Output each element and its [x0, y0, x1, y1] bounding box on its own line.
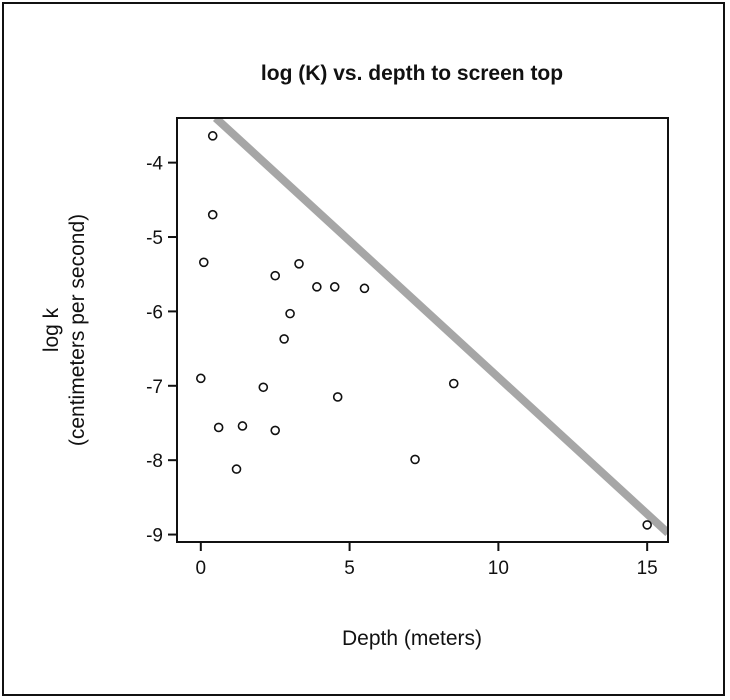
data-point — [285, 308, 295, 319]
data-point — [312, 282, 322, 292]
y-axis-label: log k (centimeters per second) — [40, 214, 89, 446]
chart-title: log (K) vs. depth to screen top — [261, 62, 563, 85]
data-point — [448, 378, 459, 389]
plot-box — [176, 117, 669, 543]
x-axis-label: Depth (meters) — [342, 627, 482, 650]
y-axis-label-line1: log k — [40, 307, 63, 352]
data-point — [258, 382, 269, 393]
x-tick-label: 15 — [637, 558, 658, 579]
data-point — [294, 258, 304, 269]
x-tick-label: 0 — [196, 558, 207, 579]
y-tick-label: -5 — [146, 228, 163, 249]
data-point — [642, 520, 652, 530]
y-tick-label: -7 — [146, 377, 163, 398]
reference-line — [212, 118, 668, 537]
x-tick-label: 5 — [344, 558, 355, 579]
data-point — [332, 392, 343, 402]
data-point — [207, 131, 218, 141]
y-axis-label-line2: (centimeters per second) — [66, 214, 89, 446]
y-tick-label: -8 — [146, 451, 163, 472]
data-point — [410, 454, 420, 465]
data-point — [213, 422, 224, 433]
data-point — [237, 421, 248, 431]
data-point — [207, 209, 218, 220]
data-point — [279, 334, 289, 344]
data-point — [231, 464, 242, 474]
y-tick-label: -6 — [146, 302, 163, 323]
y-tick-label: -9 — [146, 526, 163, 547]
data-point — [196, 373, 206, 384]
x-tick-label: 10 — [488, 558, 509, 579]
data-point — [329, 282, 340, 292]
data-point — [270, 270, 281, 281]
data-point — [198, 257, 209, 268]
data-point — [359, 283, 370, 294]
data-point — [270, 425, 281, 436]
y-tick-label: -4 — [146, 154, 163, 175]
plot-area: 0 5 10 15 -4 -5 -6 -7 -8 -9 — [146, 117, 669, 579]
